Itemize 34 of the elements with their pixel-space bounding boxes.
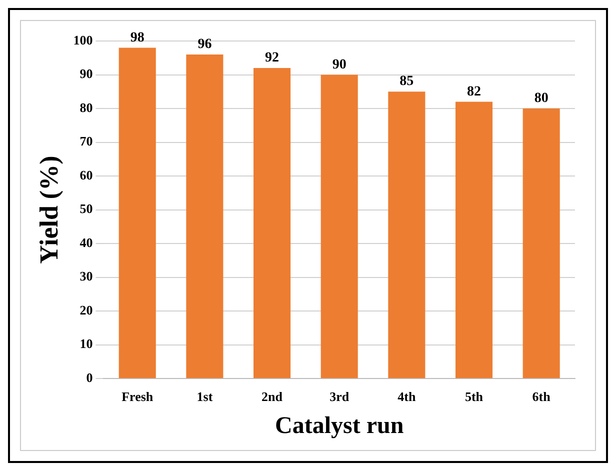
y-tick-label: 50 bbox=[80, 201, 93, 216]
bar bbox=[118, 48, 156, 378]
data-label: 92 bbox=[265, 50, 280, 66]
x-tick-label: 4th bbox=[398, 388, 416, 404]
x-tick-label: Fresh bbox=[122, 388, 154, 404]
data-label: 85 bbox=[400, 74, 414, 90]
data-label: 96 bbox=[198, 37, 212, 52]
bar bbox=[522, 108, 560, 378]
y-tick-label: 40 bbox=[80, 234, 93, 250]
bar bbox=[388, 92, 426, 378]
data-label: 80 bbox=[534, 91, 548, 106]
x-tick-label: 3rd bbox=[330, 388, 350, 404]
bar bbox=[254, 68, 291, 378]
y-tick-label: 30 bbox=[80, 268, 93, 284]
x-tick-label: 1st bbox=[196, 388, 214, 404]
y-tick-label: 70 bbox=[80, 134, 93, 149]
bar bbox=[320, 74, 358, 378]
y-axis-title: Yield (%) bbox=[34, 156, 64, 264]
y-tick-label: 10 bbox=[80, 336, 93, 352]
x-tick-label: 6th bbox=[532, 388, 552, 404]
y-tick-label: 20 bbox=[80, 302, 93, 318]
data-label: 82 bbox=[467, 84, 482, 100]
y-tick-label: 100 bbox=[73, 32, 93, 48]
y-tick-label: 90 bbox=[80, 66, 93, 82]
x-tick-label: 2nd bbox=[262, 388, 284, 404]
bar bbox=[186, 54, 224, 378]
y-tick-label: 80 bbox=[80, 100, 93, 115]
y-tick-label: 60 bbox=[80, 167, 93, 182]
x-axis-title: Catalyst run bbox=[275, 412, 404, 439]
data-label: 90 bbox=[332, 57, 346, 72]
x-tick-label: 5th bbox=[464, 388, 484, 404]
bar bbox=[455, 102, 493, 378]
data-label: 98 bbox=[130, 30, 144, 46]
y-tick-label: 0 bbox=[86, 370, 93, 385]
